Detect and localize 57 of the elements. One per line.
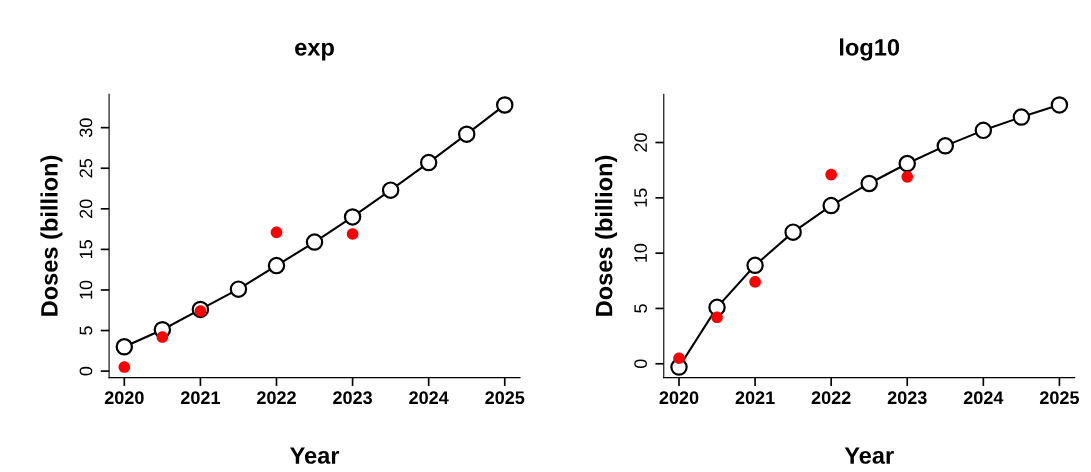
x-tick-label: 2023 bbox=[333, 391, 373, 405]
x-tick-label: 2020 bbox=[104, 391, 144, 405]
y-tick-label: 20 bbox=[79, 199, 93, 218]
point bbox=[115, 338, 134, 356]
point bbox=[1050, 96, 1069, 114]
y-tick-label: 15 bbox=[634, 188, 648, 207]
point bbox=[419, 153, 438, 172]
y-axis-title: Doses (billion) bbox=[40, 155, 63, 316]
point bbox=[749, 276, 761, 288]
x-tick-label: 2024 bbox=[409, 391, 449, 405]
point bbox=[229, 280, 248, 298]
point bbox=[746, 256, 764, 275]
x-tick-label: 2021 bbox=[735, 391, 775, 405]
y-tick-label: 20 bbox=[634, 133, 648, 152]
point bbox=[673, 352, 685, 365]
x-tick-label: 2024 bbox=[963, 391, 1004, 405]
point bbox=[936, 137, 955, 155]
y-axis-title: Doses (billion) bbox=[595, 155, 618, 316]
x-axis-title: Year bbox=[844, 447, 894, 464]
point bbox=[974, 121, 993, 140]
x-tick-label: 2022 bbox=[811, 391, 851, 405]
chart-title: exp bbox=[295, 42, 334, 61]
y-tick-label: 0 bbox=[634, 359, 648, 369]
x-tick-label: 2025 bbox=[485, 391, 525, 405]
y-tick-label: 5 bbox=[634, 304, 648, 313]
chart-title: log10 bbox=[840, 38, 900, 61]
x-tick-label: 2023 bbox=[887, 391, 927, 405]
point bbox=[270, 226, 283, 239]
y-tick-label: 10 bbox=[79, 280, 93, 299]
point bbox=[305, 233, 324, 251]
y-tick-label: 0 bbox=[79, 366, 93, 376]
point bbox=[346, 228, 359, 240]
point bbox=[381, 181, 400, 199]
point bbox=[118, 361, 131, 373]
point bbox=[898, 154, 916, 173]
point bbox=[711, 311, 723, 324]
x-axis-title: Year bbox=[289, 447, 340, 464]
point bbox=[825, 168, 837, 181]
point bbox=[156, 331, 169, 343]
y-tick-label: 5 bbox=[79, 326, 93, 335]
point bbox=[267, 256, 286, 275]
y-tick-label: 30 bbox=[79, 118, 93, 138]
y-tick-label: 15 bbox=[79, 240, 93, 259]
point bbox=[784, 223, 802, 241]
x-tick-label: 2020 bbox=[659, 391, 699, 405]
x-tick-label: 2021 bbox=[180, 391, 220, 405]
x-tick-label: 2022 bbox=[257, 391, 296, 405]
point bbox=[1012, 108, 1031, 126]
point bbox=[496, 96, 514, 114]
point bbox=[860, 174, 878, 193]
y-tick-label: 25 bbox=[79, 158, 93, 178]
point bbox=[822, 196, 840, 215]
point bbox=[343, 208, 362, 226]
point bbox=[457, 125, 476, 143]
x-tick-label: 2025 bbox=[1039, 391, 1079, 405]
y-tick-label: 10 bbox=[634, 243, 648, 262]
point bbox=[901, 171, 914, 183]
